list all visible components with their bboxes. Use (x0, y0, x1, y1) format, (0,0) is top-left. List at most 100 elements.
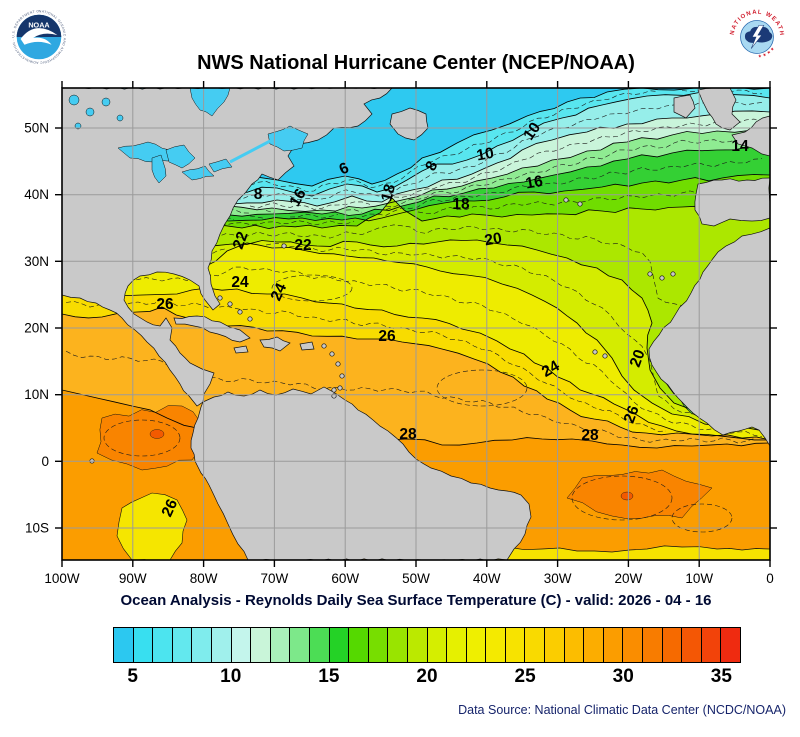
contour-label-26: 26 (159, 496, 182, 519)
temperature-colorbar (113, 627, 741, 663)
lat-label: 30N (24, 254, 49, 269)
island-dot (329, 351, 335, 357)
island-dot (592, 349, 598, 355)
axis-labels: 50N 40N 30N 20N 10N 0 10S 100W 90W 80W 70W 60W 50W 40… (24, 121, 774, 587)
colorbar-cell (525, 628, 546, 662)
land-uk (697, 88, 741, 131)
land-south-america (190, 386, 532, 560)
colorbar-tick-label: 20 (416, 666, 438, 687)
contour-label-10: 10 (475, 145, 495, 165)
colorbar-cell (349, 628, 369, 662)
colorbar-cell (231, 628, 252, 662)
colorbar-cell (427, 628, 448, 662)
data-source-note: Data Source: National Climatic Data Cent… (458, 703, 786, 717)
lon-label: 60W (331, 571, 359, 586)
contour-label-20: 20 (483, 230, 503, 250)
colorbar-cell (662, 628, 683, 662)
land-iberia (694, 177, 770, 227)
lon-label: 20W (615, 571, 643, 586)
lon-label: 70W (261, 571, 289, 586)
colorbar-tick-label: 25 (514, 666, 536, 687)
island-dot (337, 385, 343, 391)
island-dot (217, 295, 223, 301)
landmasses (62, 88, 770, 560)
colorbar-cell (388, 628, 408, 662)
island-dot (247, 316, 253, 322)
contour-label-18: 18 (378, 182, 399, 203)
lakes (68, 88, 309, 184)
contour-label-24: 24 (539, 357, 563, 381)
island-dot (321, 343, 327, 349)
lon-label: 30W (544, 571, 572, 586)
contour-label-26: 26 (378, 328, 396, 345)
contour-label-24: 24 (268, 280, 291, 303)
lon-label: 40W (473, 571, 501, 586)
contour-label-28: 28 (581, 427, 599, 444)
lon-label: 10W (685, 571, 713, 586)
contour-label-8: 8 (254, 186, 263, 203)
island-dot (227, 301, 233, 307)
colorbar-tick-label: 15 (318, 666, 340, 687)
colorbar-tick-labels: 5 10 15 20 25 30 35 (0, 666, 800, 696)
colorbar-cell (466, 628, 487, 662)
contour-label-16: 16 (286, 186, 310, 210)
land-jamaica (233, 345, 249, 354)
island-dot (647, 271, 653, 277)
colorbar-cell (133, 628, 154, 662)
colorbar-tick-label: 10 (220, 666, 242, 687)
island-dot (563, 197, 569, 203)
colorbar-cell (682, 628, 702, 662)
contour-label-26: 26 (621, 403, 643, 425)
island-dot (335, 361, 341, 367)
colorbar-cell (584, 628, 604, 662)
colorbar-cell (114, 628, 134, 662)
contour-label-22: 22 (294, 237, 311, 254)
land-hispaniola (259, 336, 291, 352)
page-title: NWS National Hurricane Center (NCEP/NOAA… (197, 52, 635, 74)
land-africa (648, 227, 770, 447)
colorbar-cell (407, 628, 428, 662)
colorbar-cell (721, 628, 740, 662)
noaa-logo: NATIONAL OCEANIC AND ATMOSPHERIC ADMINIS… (8, 6, 70, 68)
colorbar-cell (270, 628, 291, 662)
colorbar-tick-label: 35 (710, 666, 732, 687)
land-cuba (173, 315, 251, 343)
colorbar-cell (153, 628, 173, 662)
contour-label-18: 18 (452, 196, 470, 213)
island-dot (331, 387, 337, 393)
map-container: 50N 40N 30N 20N 10N 0 10S 100W 90W 80W 70W 60W 50W 40… (0, 80, 800, 590)
map-caption: Ocean Analysis - Reynolds Daily Sea Surf… (120, 592, 712, 609)
contour-label-14: 14 (731, 138, 749, 155)
land-puerto-rico (299, 341, 315, 351)
island-dot (281, 243, 287, 249)
colorbar-cell (290, 628, 310, 662)
island-dot (577, 201, 583, 207)
colorbar-cell (251, 628, 271, 662)
lat-label: 50N (24, 121, 49, 136)
colorbar-cell (564, 628, 585, 662)
colorbar-cell (172, 628, 193, 662)
island-dot (659, 275, 665, 281)
contour-label-20: 20 (627, 347, 649, 369)
colorbar-cell (329, 628, 350, 662)
lon-label: 100W (44, 571, 80, 586)
island-dot (602, 353, 608, 359)
colorbar-cell (545, 628, 565, 662)
colorbar-cell (643, 628, 663, 662)
nws-lightning-icon (750, 25, 765, 49)
contour-label-16: 16 (524, 173, 544, 193)
lon-label: 0 (766, 571, 774, 586)
colorbar-cell (603, 628, 624, 662)
colorbar-cell (701, 628, 722, 662)
colorbar-cell (309, 628, 330, 662)
island-dot (670, 271, 676, 277)
contour-label-28: 28 (399, 426, 417, 443)
lon-label: 80W (190, 571, 218, 586)
noaa-gull-icon (20, 28, 58, 45)
colorbar-cell (505, 628, 526, 662)
lat-lon-grid (62, 88, 770, 560)
colorbar-tick-label: 5 (127, 666, 138, 687)
land-ireland (673, 94, 696, 119)
